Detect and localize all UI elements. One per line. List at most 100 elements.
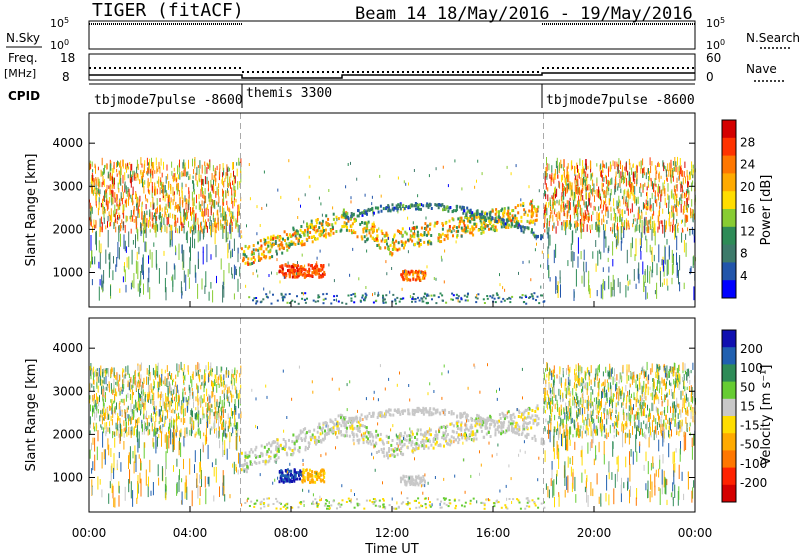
scatter-mark	[137, 229, 139, 242]
scatter-mark	[218, 430, 220, 439]
band-mark	[321, 226, 324, 230]
scatter-mark	[156, 166, 158, 174]
band-mark	[247, 257, 250, 261]
scatter-mark	[211, 380, 212, 387]
scatter-mark	[99, 479, 101, 485]
band-mark	[246, 261, 249, 265]
scatter-mark	[109, 164, 111, 173]
arc-mark	[441, 203, 444, 207]
scatter-mark	[217, 202, 219, 207]
scatter-mark	[642, 386, 644, 393]
scatter-mark	[144, 217, 146, 226]
scatter-mark	[222, 470, 224, 488]
scatter-mark	[676, 208, 678, 217]
scatter-mark	[162, 187, 164, 196]
scatter-mark	[585, 192, 587, 199]
scatter-mark	[216, 419, 217, 424]
scatter-mark	[586, 184, 588, 191]
scatter-mark	[155, 250, 157, 268]
scatter-mark	[577, 396, 579, 404]
scatter-mark	[189, 416, 191, 425]
scatter-mark	[566, 171, 568, 175]
arc-mark	[455, 204, 458, 208]
scatter-mark	[132, 375, 134, 382]
band-mark	[450, 230, 453, 234]
scatter-mark	[114, 431, 116, 437]
band-mark	[383, 234, 386, 238]
scatter-mark	[566, 220, 568, 227]
sparse-mark	[336, 298, 337, 302]
scatter-mark	[654, 223, 656, 233]
scatter-mark	[195, 214, 196, 222]
scatter-mark	[204, 381, 206, 386]
scatter-mark	[567, 205, 569, 211]
scatter-mark	[144, 442, 146, 448]
scatter-mark	[672, 370, 673, 377]
scatter-mark	[597, 219, 599, 225]
sparse-mark	[252, 272, 254, 276]
scatter-mark	[160, 391, 162, 398]
scatter-mark	[598, 387, 600, 397]
scatter-mark	[89, 217, 91, 221]
scatter-mark	[612, 274, 614, 291]
scatter-mark	[131, 249, 133, 265]
radar-title: TIGER (fitACF)	[92, 0, 244, 21]
sparse-mark	[389, 290, 391, 294]
scatter-mark	[207, 444, 209, 460]
scatter-mark	[649, 171, 651, 180]
scatter-mark	[100, 216, 102, 224]
scatter-mark	[189, 429, 191, 436]
scatter-mark	[606, 206, 608, 212]
scatter-mark	[143, 403, 145, 409]
scatter-mark	[119, 401, 121, 405]
ground-mark	[532, 297, 535, 300]
scatter-mark	[544, 204, 546, 213]
scatter-mark	[555, 226, 557, 234]
scatter-mark	[167, 373, 169, 380]
scatter-mark	[187, 398, 189, 405]
scatter-mark	[555, 276, 557, 290]
scatter-mark	[136, 407, 138, 413]
scatter-mark	[689, 268, 691, 275]
scatter-mark	[619, 214, 621, 220]
sparse-mark	[349, 273, 351, 277]
scatter-mark	[604, 281, 606, 291]
ground-mark	[433, 294, 436, 297]
sparse-mark	[403, 270, 405, 274]
band-mark	[332, 217, 335, 221]
scatter-mark	[119, 375, 121, 382]
scatter-mark	[138, 431, 140, 449]
ground-mark	[531, 295, 534, 298]
scatter-mark	[233, 461, 235, 475]
scatter-mark	[639, 215, 641, 223]
ground-mark	[394, 298, 397, 301]
scatter-mark	[123, 383, 125, 389]
scatter-mark	[646, 226, 648, 232]
band-mark	[460, 234, 463, 238]
arc-mark	[410, 204, 413, 208]
ground-mark	[411, 297, 414, 300]
scatter-mark	[121, 411, 123, 415]
scatter-mark	[181, 244, 183, 254]
band-mark	[341, 225, 344, 228]
scatter-mark	[208, 291, 210, 301]
scatter-mark	[613, 434, 615, 439]
scatter-mark	[95, 399, 97, 407]
scatter-mark	[158, 161, 160, 169]
scatter-mark	[185, 397, 187, 403]
scatter-mark	[97, 385, 99, 393]
scatter-mark	[146, 157, 148, 166]
arc-mark	[460, 207, 463, 211]
scatter-mark	[141, 421, 143, 429]
scatter-mark	[182, 261, 184, 271]
scatter-mark	[93, 398, 95, 404]
scatter-mark	[170, 387, 172, 392]
ground-mark	[500, 300, 503, 303]
scatter-mark	[228, 395, 230, 403]
band-mark	[264, 242, 267, 246]
scatter-mark	[221, 224, 223, 229]
scatter-mark	[184, 407, 186, 417]
band-mark	[465, 214, 468, 218]
scatter-mark	[656, 263, 658, 276]
scatter-mark	[159, 198, 161, 202]
